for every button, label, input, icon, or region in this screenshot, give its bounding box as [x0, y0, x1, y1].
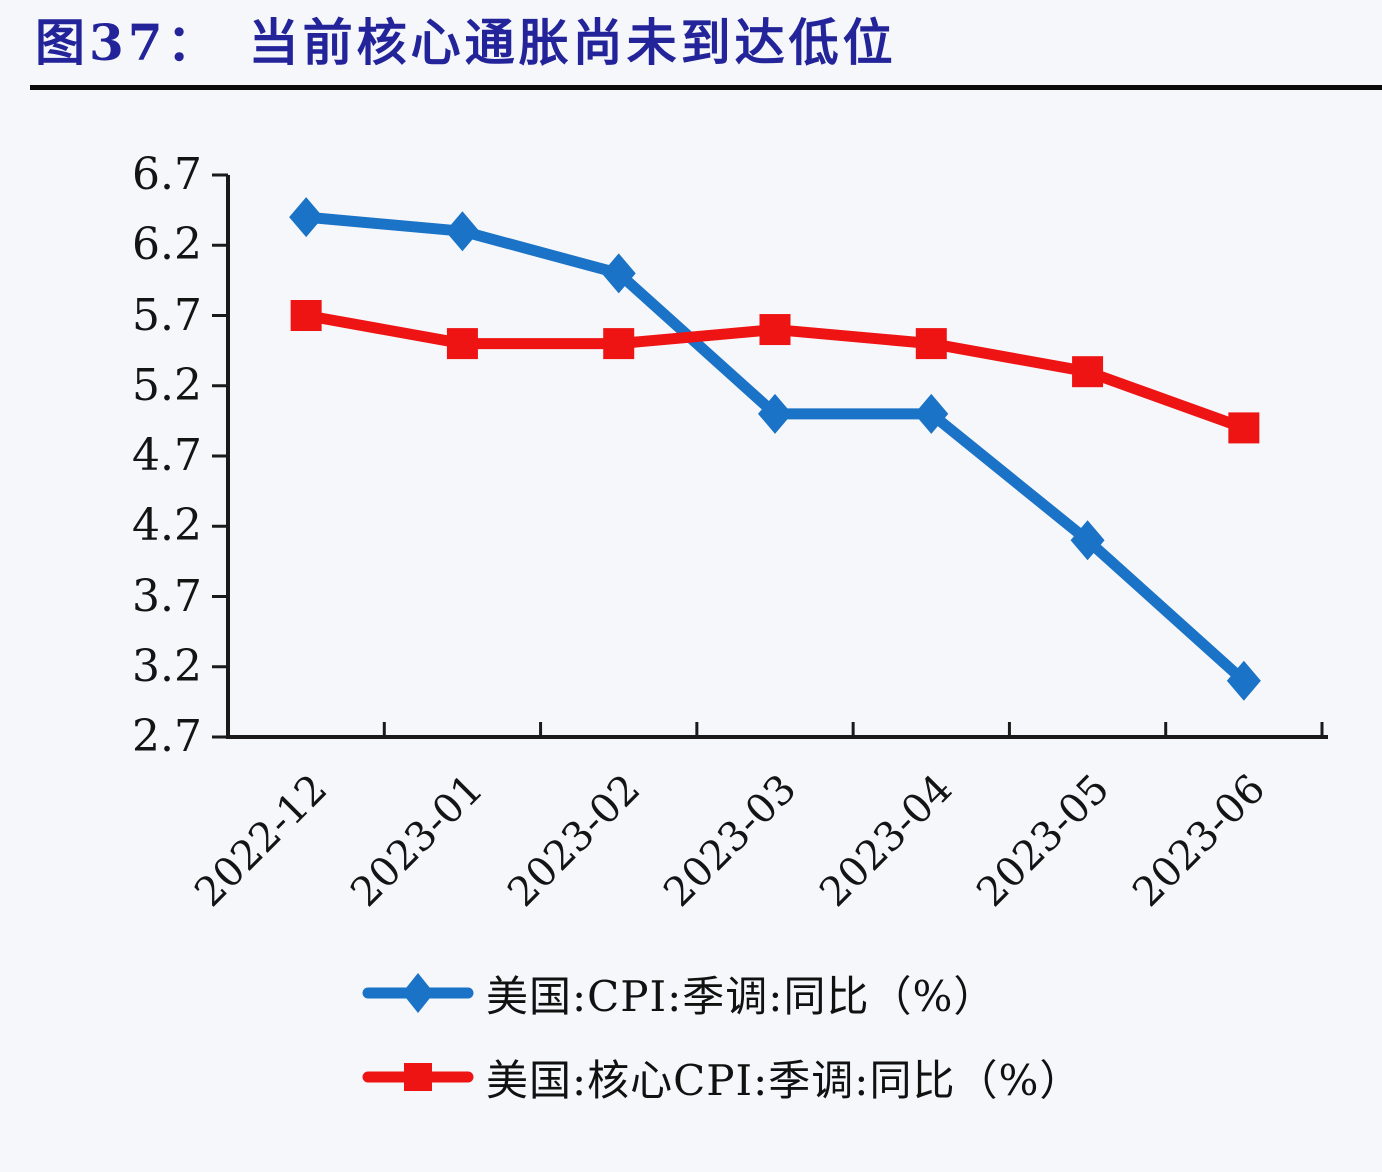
data-point-marker: [1226, 660, 1261, 701]
legend-item-core-cpi: 美国:核心CPI:季调:同比（%）: [362, 1035, 1082, 1119]
y-tick-label: 5.7: [132, 289, 202, 341]
data-point-marker: [915, 328, 947, 360]
title-divider: [30, 85, 1382, 90]
y-tick-label: 3.7: [132, 570, 202, 622]
chart-title: 图37： 当前核心通胀尚未到达低位: [35, 14, 1365, 72]
legend-label-cpi: 美国:CPI:季调:同比（%）: [486, 971, 997, 1021]
cpi-legend-sample: [362, 973, 474, 1013]
data-point-marker: [603, 328, 635, 360]
data-point-marker: [1228, 412, 1260, 444]
data-point-marker: [289, 197, 324, 238]
data-point-marker: [445, 211, 480, 252]
y-tick-label: 5.2: [132, 359, 202, 411]
y-tick-label: 4.2: [132, 500, 202, 552]
series-line-0: [300, 211, 1250, 687]
y-tick-label: 6.2: [132, 219, 202, 271]
y-tick-label: 2.7: [132, 711, 202, 762]
data-point-marker: [1070, 520, 1105, 561]
y-tick-label: 3.2: [132, 640, 202, 692]
data-point-marker: [758, 393, 792, 434]
legend-item-cpi: 美国:CPI:季调:同比（%）: [362, 951, 1082, 1035]
legend-label-core-cpi: 美国:核心CPI:季调:同比（%）: [486, 1055, 1083, 1105]
data-point-marker: [290, 300, 322, 331]
core-cpi-legend-sample: [362, 1063, 474, 1091]
legend: 美国:CPI:季调:同比（%） 美国:核心CPI:季调:同比（%）: [362, 951, 1082, 1119]
figure-title-text: 当前核心通胀尚未到达低位: [248, 13, 897, 72]
data-point-marker: [1072, 356, 1104, 388]
data-point-marker: [914, 393, 949, 434]
data-point-marker: [601, 253, 636, 294]
figure-number: 图37：: [35, 13, 221, 72]
data-point-marker: [446, 328, 478, 360]
y-tick-label: 6.7: [132, 149, 202, 200]
data-point-marker: [759, 314, 791, 346]
y-tick-label: 4.7: [132, 430, 202, 481]
